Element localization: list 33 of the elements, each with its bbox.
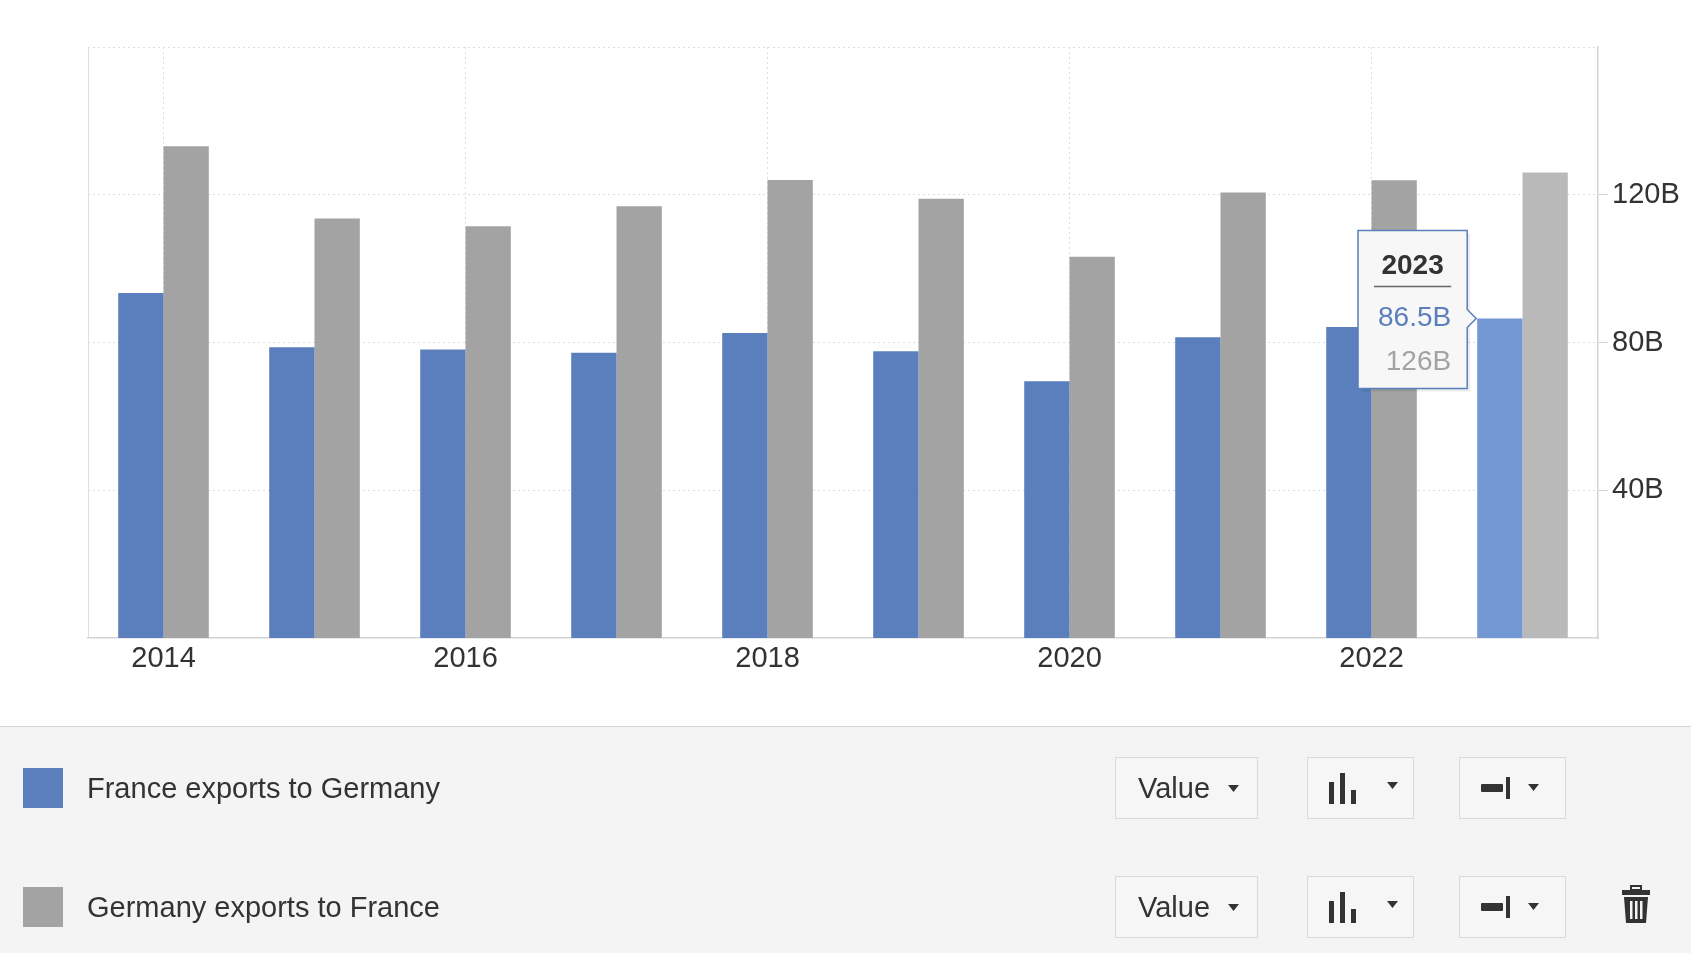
y-tick-label: 120B bbox=[1612, 176, 1680, 209]
bar bbox=[163, 146, 209, 638]
y-tick-label: 40B bbox=[1612, 472, 1664, 505]
legend-label: France exports to Germany bbox=[87, 771, 440, 806]
annotation: 2023 bbox=[1381, 249, 1444, 281]
x-tick-label: 2020 bbox=[1037, 641, 1102, 674]
x-tick-label: 2022 bbox=[1339, 641, 1404, 674]
annotation: 86.5B bbox=[1378, 301, 1452, 333]
x-tick-label: 2016 bbox=[433, 641, 498, 674]
bar bbox=[722, 332, 768, 638]
y-tick-label: 80B bbox=[1612, 324, 1664, 357]
legend-label: Germany exports to France bbox=[87, 890, 440, 925]
bar bbox=[873, 351, 919, 638]
bar bbox=[118, 293, 164, 638]
bar bbox=[1024, 381, 1070, 638]
bar bbox=[465, 226, 511, 638]
bar bbox=[1220, 192, 1266, 638]
bar bbox=[269, 347, 315, 638]
bar bbox=[1069, 256, 1115, 638]
dropdown: Value bbox=[1115, 757, 1258, 819]
bar bbox=[616, 206, 662, 638]
annotation: 126B bbox=[1385, 345, 1452, 377]
x-tick-label: 2018 bbox=[735, 641, 800, 674]
bar bbox=[1522, 172, 1568, 638]
bar bbox=[571, 352, 617, 638]
dropdown: Value bbox=[1115, 876, 1258, 938]
bar bbox=[1175, 337, 1221, 638]
bar bbox=[767, 179, 813, 638]
bar bbox=[918, 198, 964, 638]
bar bbox=[314, 218, 360, 638]
bar bbox=[420, 349, 466, 638]
x-tick-label: 2014 bbox=[131, 641, 196, 674]
bar bbox=[1477, 318, 1523, 638]
